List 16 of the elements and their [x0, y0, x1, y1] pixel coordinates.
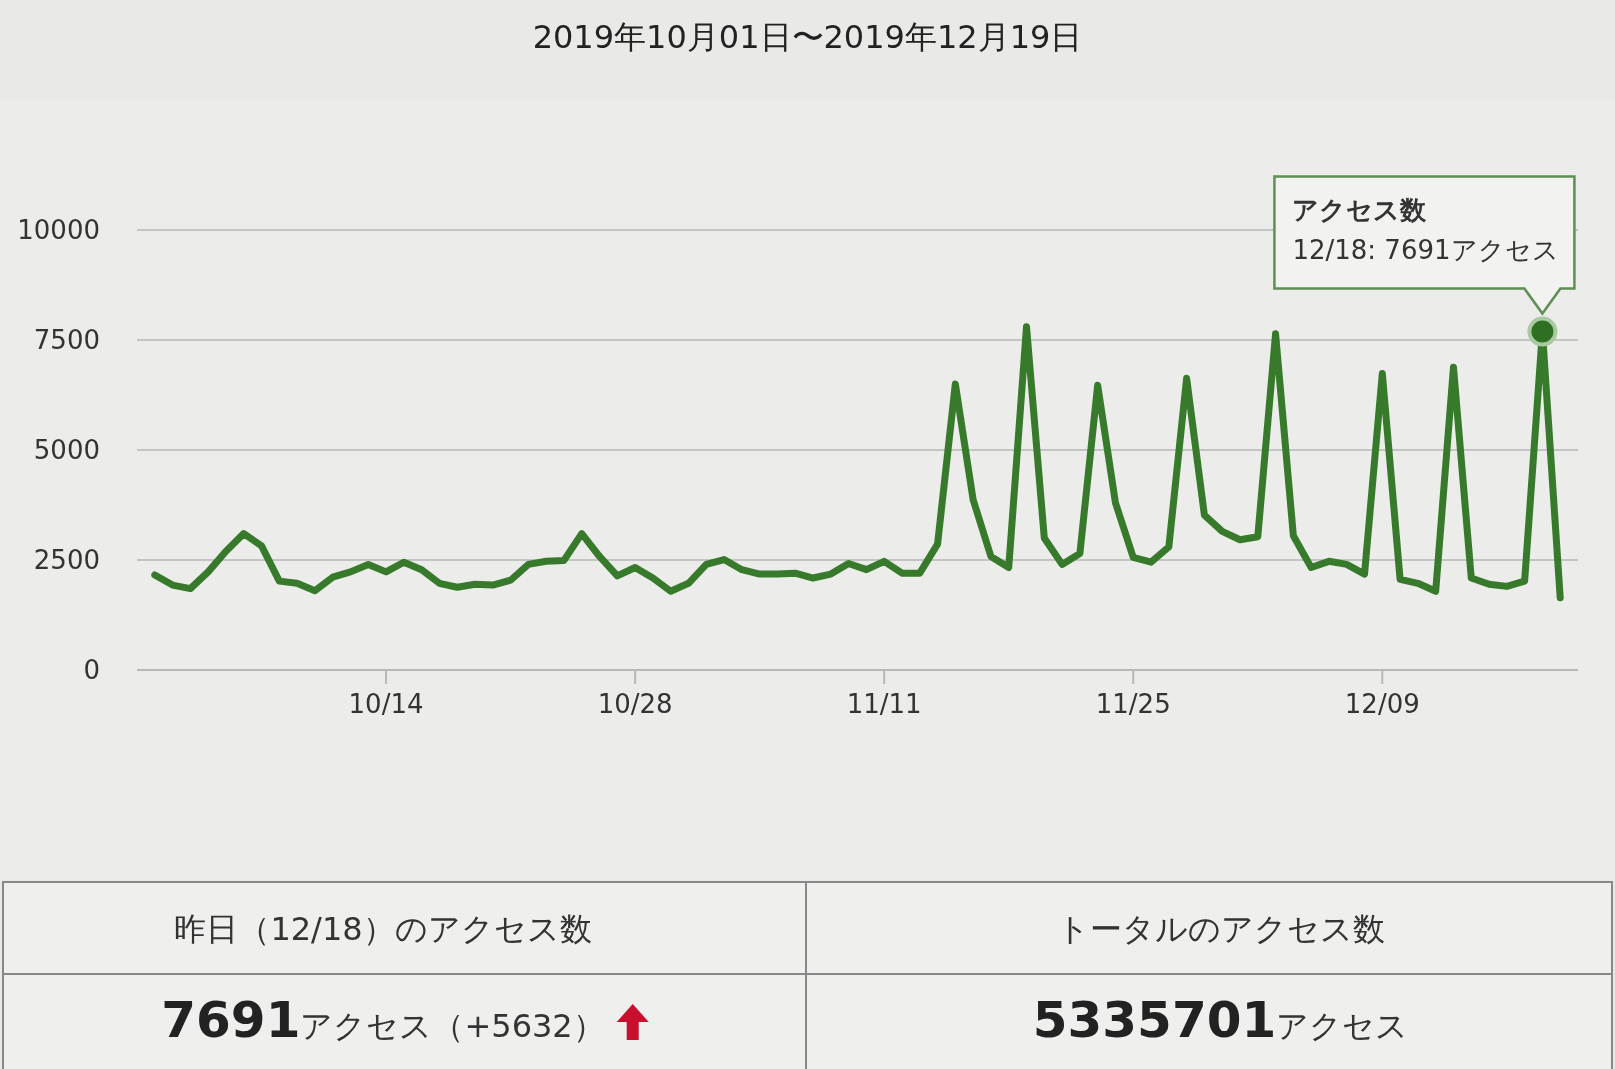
chart-title: 2019年10月01日〜2019年12月19日: [532, 18, 1083, 56]
y-tick-label: 10000: [17, 215, 100, 245]
text: 5335701アクセス: [1032, 991, 1409, 1049]
text: トータルのアクセス数: [1056, 910, 1385, 948]
text: 7691アクセス（+5632）: [161, 991, 605, 1049]
x-tick-label: 10/28: [597, 689, 673, 719]
y-tick-label: 7500: [33, 325, 100, 355]
text: 昨日（12/18）のアクセス数: [174, 910, 592, 948]
x-tick-label: 11/11: [846, 689, 922, 719]
annotation: アクセス数 12/18: 7691アクセス: [1292, 194, 1559, 265]
x-tick-label: 12/09: [1344, 689, 1420, 719]
x-tick-label: 11/25: [1095, 689, 1171, 719]
y-tick-label: 0: [83, 655, 100, 685]
y-tick-label: 5000: [33, 435, 100, 465]
x-tick-label: 10/14: [348, 689, 424, 719]
y-tick-label: 2500: [33, 545, 100, 575]
